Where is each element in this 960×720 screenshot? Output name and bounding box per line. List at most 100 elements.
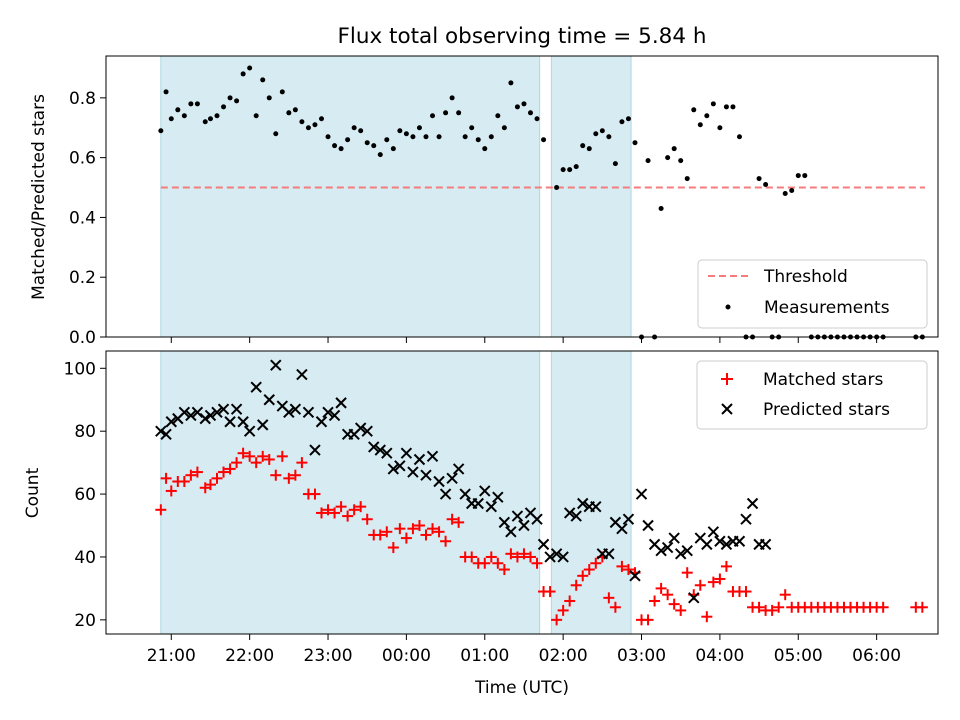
measurement-point — [332, 143, 338, 149]
predicted-star-point — [452, 463, 465, 475]
measurement-point — [606, 134, 612, 140]
measurement-point — [658, 205, 664, 211]
predicted-star-point — [433, 475, 445, 488]
matched-star-point — [257, 450, 269, 462]
legend-matched-label: Matched stars — [763, 370, 883, 390]
matched-star-point — [551, 614, 563, 626]
legend-measurements-swatch — [725, 304, 731, 310]
measurement-point — [299, 119, 305, 125]
predicted-star-point — [674, 548, 687, 560]
predicted-star-point — [688, 592, 700, 604]
matched-star-point — [270, 469, 282, 481]
measurement-point — [253, 113, 259, 119]
legend-predicted-label: Predicted stars — [763, 400, 890, 420]
predicted-star-point — [590, 500, 602, 513]
matched-star-point — [204, 479, 216, 491]
chart-title: Flux total observing time = 5.84 h — [338, 24, 707, 49]
measurement-point — [514, 104, 520, 110]
measurement-point — [730, 104, 736, 110]
top-legend: Threshold Measurements — [697, 259, 928, 329]
measurement-point — [456, 110, 462, 116]
predicted-star-point — [185, 409, 197, 422]
matched-star-point — [675, 604, 687, 616]
predicted-star-point — [413, 453, 426, 466]
matched-star-point — [642, 614, 654, 626]
predicted-star-point — [616, 522, 628, 535]
predicted-star-point — [296, 368, 308, 381]
matched-star-point — [348, 504, 360, 516]
measurement-point — [260, 77, 266, 83]
measurement-point — [756, 176, 762, 182]
measurement-point — [384, 137, 390, 143]
predicted-star-point — [479, 485, 491, 497]
predicted-star-point — [315, 416, 328, 428]
measurement-point — [475, 137, 481, 143]
matched-star-point — [244, 450, 256, 462]
matched-star-point — [577, 570, 589, 582]
measurement-point — [181, 113, 187, 119]
matched-star-point — [753, 601, 765, 613]
y-tick-label: 60 — [74, 485, 96, 505]
measurement-point — [802, 173, 808, 179]
matched-star-point — [524, 551, 536, 563]
predicted-star-point — [446, 472, 458, 485]
x-axis-label: Time (UTC) — [474, 678, 569, 698]
predicted-star-point — [191, 406, 204, 419]
x-tick-label: 23:00 — [304, 646, 353, 666]
measurement-point — [593, 131, 599, 137]
measurement-point — [508, 80, 514, 86]
measurement-point — [612, 161, 618, 167]
predicted-star-point — [707, 526, 720, 538]
predicted-star-point — [668, 532, 680, 544]
matched-star-point — [322, 504, 334, 516]
predicted-star-point — [472, 497, 484, 510]
y-tick-label: 0.4 — [69, 208, 96, 228]
measurement-point — [292, 107, 298, 113]
matched-star-point — [394, 523, 406, 535]
matched-star-point — [622, 564, 634, 576]
predicted-star-point — [211, 406, 223, 419]
matched-star-point — [466, 551, 478, 563]
predicted-star-point — [746, 497, 759, 510]
predicted-star-point — [492, 491, 504, 503]
top-panel: 0.00.20.40.60.8 Matched/Predicted stars … — [29, 55, 939, 348]
matched-star-point — [335, 501, 347, 513]
x-tick-label: 06:00 — [852, 646, 901, 666]
measurement-point — [567, 167, 573, 173]
measurement-point — [717, 125, 723, 131]
predicted-star-point — [283, 406, 295, 419]
predicted-star-point — [733, 535, 746, 547]
measurement-point — [527, 110, 533, 116]
bottom-panel: 20 40 60 80 100 21:00 22:00 23:00 00:00 01:00 02:… — [23, 350, 939, 698]
predicted-star-point — [439, 488, 452, 500]
measurement-point — [736, 134, 742, 140]
predicted-star-point — [387, 463, 400, 475]
predicted-star-point — [570, 510, 582, 522]
measurement-point — [449, 95, 455, 101]
predicted-star-point — [322, 406, 334, 419]
measurement-point — [795, 173, 801, 179]
matched-star-point — [453, 516, 465, 528]
measurement-point — [403, 131, 409, 137]
x-tick-label: 04:00 — [695, 646, 744, 666]
matched-star-point — [616, 560, 628, 572]
matched-star-point — [289, 469, 301, 481]
predicted-star-point — [155, 425, 167, 437]
observing-interval — [550, 55, 632, 338]
measurement-point — [704, 113, 710, 119]
measurement-point — [678, 158, 684, 164]
measurement-point — [580, 143, 586, 149]
matched-star-point — [250, 457, 262, 469]
matched-star-point — [570, 579, 582, 591]
predicted-star-point — [459, 488, 471, 500]
y-tick-label: 0.2 — [69, 268, 96, 288]
y-tick-label: 0.8 — [69, 89, 96, 109]
y-tick-label: 80 — [74, 422, 96, 442]
matched-star-point — [485, 551, 497, 563]
x-tick-label: 03:00 — [617, 646, 666, 666]
predicted-star-point — [204, 409, 217, 422]
matched-star-point — [773, 601, 785, 613]
predicted-star-point — [505, 526, 517, 538]
matched-star-point — [877, 601, 889, 613]
predicted-star-point — [381, 447, 393, 459]
